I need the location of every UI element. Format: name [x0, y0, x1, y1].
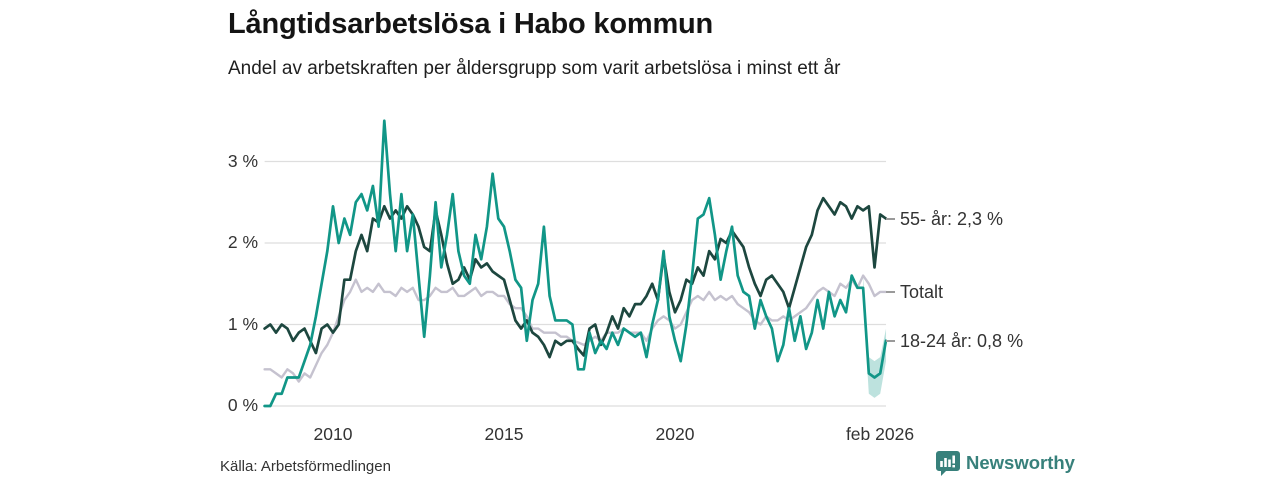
brand-name: Newsworthy — [966, 452, 1075, 473]
x-tick-feb-2026: feb 2026 — [845, 424, 915, 444]
y-tick-1: 1 % — [227, 314, 258, 334]
y-tick-2: 2 % — [227, 232, 258, 252]
series-label-55-text: 55- år: 2,3 % — [900, 209, 1004, 229]
series-label-18-24-text: 18-24 år: 0,8 % — [900, 331, 1024, 351]
chart-subtitle: Andel av arbetskraften per åldersgrupp s… — [228, 58, 841, 79]
y-tick-3: 3 % — [227, 151, 258, 171]
label-tick-dash — [886, 340, 895, 342]
page-title: Långtidsarbetslösa i Habo kommun — [228, 8, 714, 40]
series-label-totalt-text: Totalt — [900, 282, 944, 302]
series-label-55: 55- år: 2,3 % — [886, 207, 1003, 231]
series-label-totalt: Totalt — [886, 280, 943, 304]
y-tick-0: 0 % — [227, 395, 258, 415]
label-tick-dash — [886, 218, 895, 220]
label-tick-dash — [886, 291, 895, 293]
x-tick-2010: 2010 — [313, 424, 353, 444]
newsworthy-bar-chart-bubble-icon — [936, 451, 960, 476]
source-note: Källa: Arbetsförmedlingen — [220, 458, 391, 475]
series-label-18-24: 18-24 år: 0,8 % — [886, 329, 1023, 353]
x-tick-2015: 2015 — [484, 424, 524, 444]
x-tick-2020: 2020 — [655, 424, 695, 444]
